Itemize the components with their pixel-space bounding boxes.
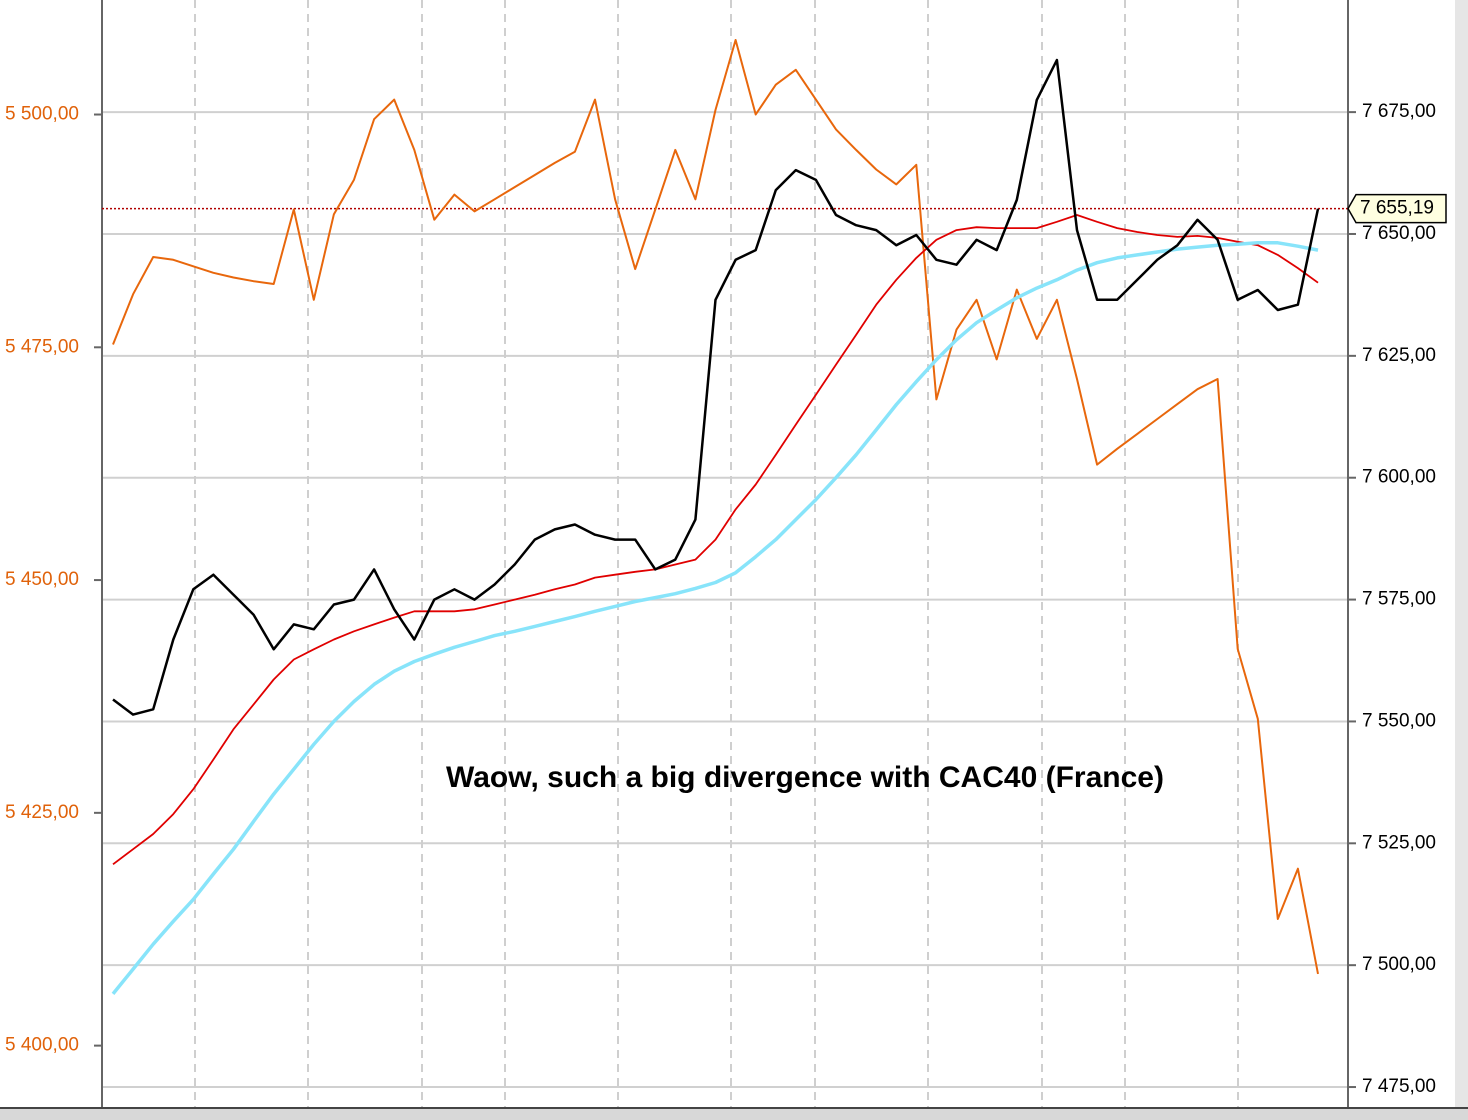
y2-tick-label: 7 475,00 bbox=[1362, 1076, 1436, 1097]
series-line bbox=[112, 39, 1319, 975]
y2-tick-label: 7 675,00 bbox=[1362, 101, 1436, 122]
y2-tick-label: 7 625,00 bbox=[1362, 345, 1436, 366]
y-tick-label: 5 425,00 bbox=[5, 802, 79, 823]
y2-tick-label: 7 600,00 bbox=[1362, 467, 1436, 488]
series-line bbox=[111, 241, 1319, 996]
y2-tick-label: 7 550,00 bbox=[1362, 710, 1436, 731]
annotation: Waow, such a big divergence with CAC40 (… bbox=[446, 761, 1164, 794]
y-tick-label: 5 450,00 bbox=[5, 569, 79, 590]
series-line bbox=[112, 214, 1319, 866]
y2-tick-label: 7 500,00 bbox=[1362, 954, 1436, 975]
last-price-label: 7 655,19 bbox=[1360, 198, 1434, 219]
time-dividers bbox=[194, 0, 1239, 1108]
bottom-strip bbox=[0, 1108, 1468, 1120]
y2-tick-label: 7 525,00 bbox=[1362, 832, 1436, 853]
y-tick-label: 5 500,00 bbox=[5, 104, 79, 125]
y-tick-label: 5 475,00 bbox=[5, 336, 79, 357]
scrollbar bbox=[1455, 0, 1468, 1108]
last-price-box bbox=[1347, 193, 1447, 224]
y-tick-label: 5 400,00 bbox=[5, 1035, 79, 1056]
series-line bbox=[112, 58, 1320, 716]
y2-tick-label: 7 575,00 bbox=[1362, 589, 1436, 610]
y2-tick-label: 7 650,00 bbox=[1362, 223, 1436, 244]
